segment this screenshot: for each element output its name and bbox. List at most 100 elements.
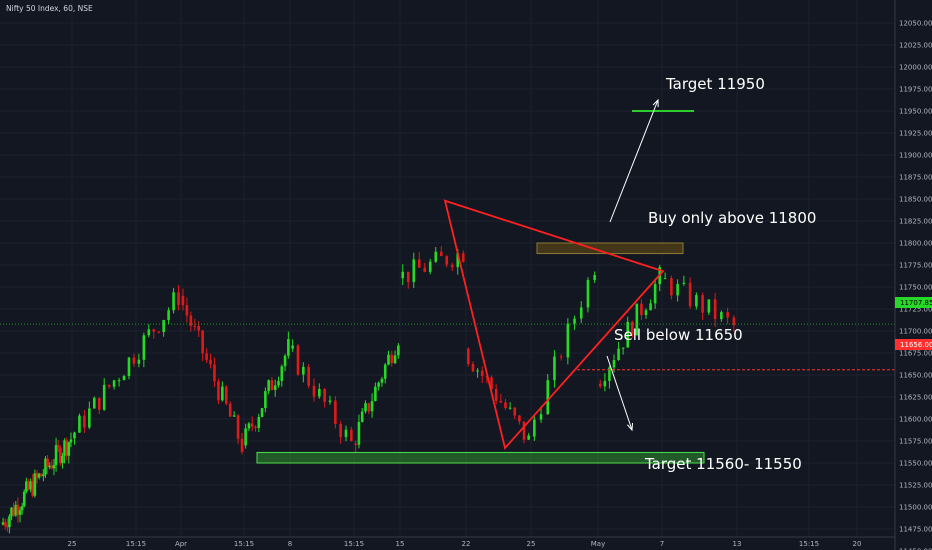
candle-body [132, 357, 136, 364]
y-tick-label: 11725.00 [899, 306, 932, 314]
candle-body [162, 320, 165, 332]
candle-body [626, 321, 630, 348]
y-tick-label: 11775.00 [899, 262, 932, 270]
candle-body [387, 354, 390, 365]
x-tick-label: 22 [462, 540, 471, 548]
candle-body [630, 321, 634, 336]
candle-body [12, 507, 15, 516]
candle-body [92, 397, 96, 409]
candle-body [50, 465, 54, 469]
candle-body [177, 292, 180, 306]
candle-body [586, 279, 590, 308]
candle-body [370, 401, 374, 412]
candle-body [209, 359, 212, 365]
x-axis[interactable]: 25 15:15 Apr 15:15 8 15:15 15 22 25 May 7 13 15:15 20 [0, 536, 895, 548]
candle-body [598, 383, 602, 387]
candle-body [147, 329, 151, 336]
candle-body [142, 335, 146, 360]
candle-body [670, 278, 673, 296]
candle-body [350, 429, 353, 441]
candle-body [559, 356, 563, 358]
candle-body [513, 407, 517, 416]
y-tick-label: 11650.00 [899, 372, 932, 380]
candle-body [65, 440, 68, 456]
triangle-pattern[interactable] [443, 199, 665, 450]
candle-body [456, 253, 460, 268]
candle-body [167, 310, 170, 321]
candle-body [412, 259, 416, 283]
y-tick-label: 11700.00 [899, 328, 932, 336]
candle-body [287, 339, 290, 356]
candle-body [277, 380, 280, 386]
candle-body [224, 386, 228, 404]
candle-body [102, 384, 106, 410]
arrow-up[interactable] [609, 99, 659, 223]
candle-body [649, 303, 652, 311]
candle-body [6, 525, 9, 528]
candle-body [29, 481, 32, 490]
candle-body [445, 256, 449, 265]
support-zone[interactable] [256, 451, 705, 464]
candle-body [217, 381, 220, 401]
candle-body [383, 364, 387, 379]
candle-body [688, 282, 692, 307]
candle-body [69, 439, 73, 443]
candle-body [197, 326, 201, 331]
x-tick-label: 8 [288, 540, 292, 548]
y-tick-label: 11925.00 [899, 130, 932, 138]
x-tick-label: 15:15 [799, 540, 819, 548]
y-tick-label: 11450.00 [899, 548, 932, 550]
candle-body [257, 416, 261, 428]
x-tick-label: 13 [733, 540, 742, 548]
candle-body [56, 445, 60, 448]
candle-body [39, 473, 43, 477]
candle-body [267, 380, 270, 392]
candle-body [228, 403, 232, 417]
y-tick-label: 11825.00 [899, 218, 932, 226]
candle-body [518, 415, 521, 422]
y-axis[interactable]: 12050.00 12025.00 12000.00 11975.00 11950.00… [894, 0, 932, 550]
candle-body [401, 271, 405, 279]
y-tick-label: 11500.00 [899, 504, 932, 512]
arrow-up-head [652, 98, 659, 108]
annotation-target-down: Target 11560- 11550 [644, 455, 802, 473]
candle-body [122, 376, 126, 381]
candle-body [476, 370, 479, 372]
candle-body [312, 385, 316, 397]
y-tick-label: 11625.00 [899, 394, 932, 402]
candle-body [682, 282, 686, 284]
candle-body [22, 491, 26, 507]
y-tick-label: 11475.00 [899, 526, 932, 534]
candle-body [323, 388, 326, 402]
resistance-zone[interactable] [536, 242, 684, 255]
candle-body [701, 295, 704, 313]
candle-body [302, 366, 305, 375]
y-tick-label: 11600.00 [899, 416, 932, 424]
candle-body [193, 325, 197, 327]
drawings[interactable] [0, 98, 895, 464]
chart-title: Nifty 50 Index, 60, NSE [6, 4, 93, 13]
candle-body [240, 438, 244, 452]
candle-body [283, 355, 287, 367]
candle-body [307, 366, 310, 386]
candle-body [364, 403, 367, 412]
candle-body [172, 292, 175, 311]
candle-body [273, 385, 277, 390]
candle-body [573, 318, 576, 324]
candle-body [20, 506, 24, 511]
arrow-down[interactable] [606, 355, 633, 431]
candle-body [720, 312, 723, 320]
level-price-label: 11656.00 [900, 341, 932, 349]
candle-body [244, 428, 247, 446]
candle-body [644, 310, 648, 316]
candle-body [107, 384, 111, 387]
y-tick-label: 11750.00 [899, 284, 932, 292]
candle-body [397, 345, 400, 356]
annotation-buy: Buy only above 11800 [648, 209, 816, 227]
candle-body [181, 295, 185, 306]
y-tick-label: 11875.00 [899, 174, 932, 182]
annotations: Target 11950 Buy only above 11800 Sell b… [614, 75, 816, 473]
candle-body [97, 397, 101, 410]
candle-body [434, 251, 438, 262]
